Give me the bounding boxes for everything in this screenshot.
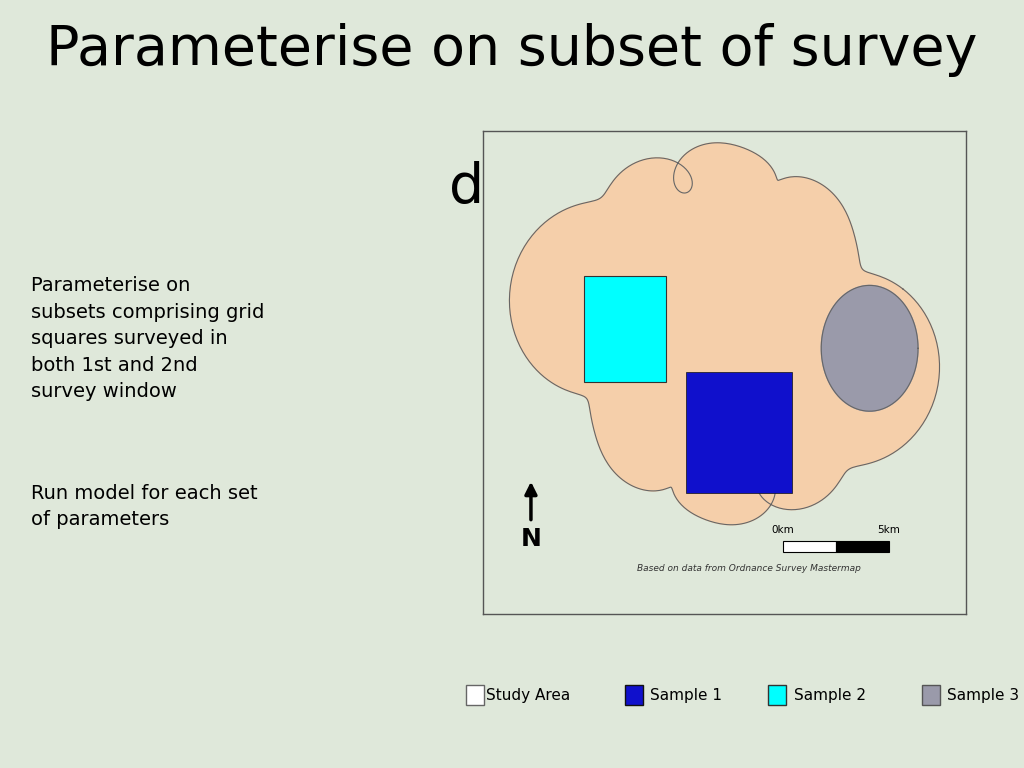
- Text: Study Area: Study Area: [486, 687, 570, 703]
- FancyBboxPatch shape: [466, 685, 484, 705]
- Polygon shape: [509, 143, 939, 525]
- Text: Sample 1: Sample 1: [650, 687, 722, 703]
- Text: Sample 3: Sample 3: [947, 687, 1019, 703]
- FancyBboxPatch shape: [922, 685, 940, 705]
- Text: Sample 2: Sample 2: [794, 687, 865, 703]
- Bar: [782, 541, 836, 551]
- Polygon shape: [821, 286, 919, 411]
- Text: data: data: [450, 161, 574, 215]
- Bar: [686, 372, 793, 493]
- Text: Parameterise on subset of survey: Parameterise on subset of survey: [46, 23, 978, 77]
- Text: Parameterise on
subsets comprising grid
squares surveyed in
both 1st and 2nd
sur: Parameterise on subsets comprising grid …: [31, 276, 264, 402]
- Text: 0km: 0km: [771, 525, 794, 535]
- Text: Run model for each set
of parameters: Run model for each set of parameters: [31, 484, 257, 529]
- Bar: [584, 276, 667, 382]
- Text: 5km: 5km: [878, 525, 900, 535]
- Text: N: N: [520, 528, 542, 551]
- Text: Based on data from Ordnance Survey Mastermap: Based on data from Ordnance Survey Maste…: [637, 564, 860, 573]
- Bar: [836, 541, 889, 551]
- FancyBboxPatch shape: [768, 685, 786, 705]
- FancyBboxPatch shape: [625, 685, 643, 705]
